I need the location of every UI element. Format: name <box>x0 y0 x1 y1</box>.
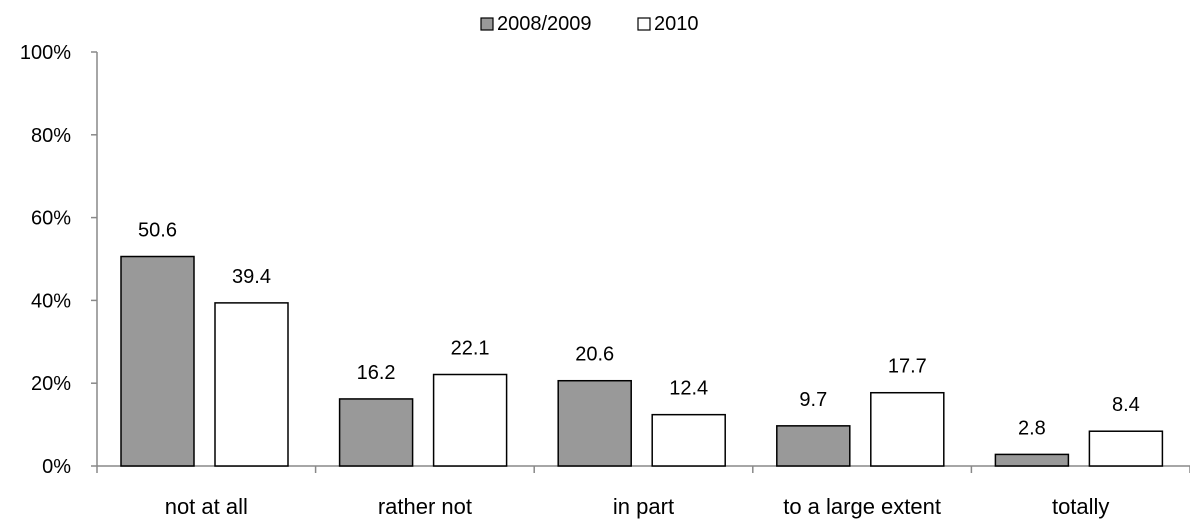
x-axis: not at all rather not in part to a large ex… <box>96 465 1190 519</box>
data-label: 20.6 <box>575 344 614 366</box>
data-label: 8.4 <box>1112 394 1140 416</box>
y-tick-label: 20% <box>31 373 71 395</box>
y-tick-label: 0% <box>42 456 71 478</box>
bar-1-3 <box>870 391 945 467</box>
data-label: 16.2 <box>357 362 396 384</box>
data-label: 17.7 <box>888 356 927 378</box>
bar-0-1 <box>338 398 414 467</box>
data-label: 12.4 <box>669 378 708 400</box>
data-label: 50.6 <box>138 220 177 242</box>
y-tick-label: 60% <box>31 208 71 230</box>
legend-label: 2010 <box>654 13 699 35</box>
bar-0-3 <box>776 425 851 467</box>
x-category-label: in part <box>613 494 674 519</box>
data-label: 2.8 <box>1018 417 1046 439</box>
bar-1-0 <box>214 302 289 467</box>
data-label: 9.7 <box>799 389 827 411</box>
x-category-label: rather not <box>378 494 472 519</box>
bar-1-4 <box>1088 430 1164 467</box>
y-tick-label: 100% <box>20 42 71 64</box>
data-labels: 50.6 16.2 20.6 9.7 2.8 39.4 22.1 12.4 17.7 8.4 <box>138 220 1140 440</box>
bar-0-4 <box>994 453 1070 467</box>
bars <box>120 255 1164 467</box>
data-label: 22.1 <box>451 338 490 360</box>
legend-label: 2008/2009 <box>497 13 592 35</box>
y-tick-label: 80% <box>31 125 71 147</box>
y-tick-label: 40% <box>31 290 71 312</box>
bar-1-2 <box>651 413 726 467</box>
y-axis: 0% 20% 40% 60% 80% 100% <box>20 42 98 478</box>
bar-0-2 <box>557 379 632 467</box>
x-category-label: not at all <box>165 494 248 519</box>
legend-swatch <box>480 17 494 31</box>
bar-1-1 <box>432 373 508 467</box>
legend-swatch <box>637 17 651 31</box>
legend: 2008/2009 2010 <box>480 13 699 35</box>
x-category-label: to a large extent <box>783 494 941 519</box>
bar-0-0 <box>120 255 195 467</box>
data-label: 39.4 <box>232 266 271 288</box>
x-category-label: totally <box>1052 494 1109 519</box>
